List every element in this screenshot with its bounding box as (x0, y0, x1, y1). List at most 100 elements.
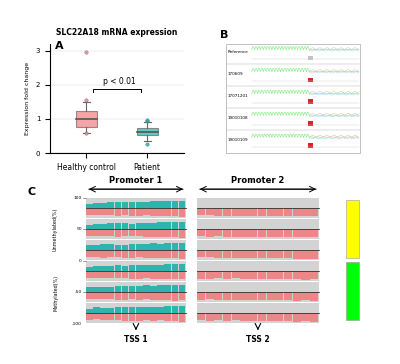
Bar (93, 250, 100, 257)
Bar (86, 198, 186, 218)
Bar (93, 287, 100, 292)
Bar (157, 201, 164, 209)
Bar (197, 261, 319, 281)
Bar (164, 264, 171, 272)
Bar (129, 229, 136, 236)
Text: Reference: Reference (228, 51, 248, 55)
Bar (172, 313, 178, 321)
Bar (93, 229, 100, 236)
Text: Promoter 1: Promoter 1 (109, 177, 163, 185)
Bar (267, 313, 275, 321)
Bar (284, 229, 292, 237)
Bar (150, 223, 157, 229)
Bar (302, 271, 310, 272)
Bar (114, 245, 121, 250)
Bar (214, 250, 222, 258)
Bar (249, 272, 257, 279)
Bar (150, 313, 157, 321)
Bar (267, 229, 275, 237)
Bar (86, 225, 93, 229)
Bar (93, 292, 100, 299)
Text: B: B (220, 30, 228, 40)
Bar (310, 229, 318, 237)
Bar (179, 201, 185, 209)
Bar (164, 222, 171, 229)
Bar (86, 219, 186, 240)
Bar (267, 208, 275, 209)
Bar (86, 287, 93, 292)
Bar (136, 229, 142, 236)
Bar (302, 250, 310, 258)
Bar (249, 229, 257, 237)
Bar (143, 265, 150, 272)
Bar (275, 313, 284, 321)
Bar (100, 287, 107, 292)
Bar (143, 209, 150, 215)
Bar (206, 313, 214, 321)
Text: 17071201: 17071201 (228, 94, 248, 98)
Bar (302, 272, 310, 280)
Bar (258, 313, 266, 321)
Bar (129, 313, 136, 321)
Bar (122, 272, 128, 278)
Bar (179, 292, 185, 300)
Bar (179, 229, 185, 238)
Bar (172, 285, 178, 292)
Bar (232, 209, 240, 216)
Bar (267, 292, 275, 300)
Bar (258, 272, 266, 279)
Bar (179, 313, 185, 322)
Bar (179, 209, 185, 217)
Bar (232, 208, 240, 209)
Bar (240, 313, 248, 321)
Bar (346, 262, 359, 320)
Bar (150, 286, 157, 292)
Text: Methylated(%): Methylated(%) (53, 274, 58, 310)
Bar (179, 272, 185, 279)
Bar (150, 307, 157, 313)
Bar (197, 304, 319, 324)
Bar (346, 201, 359, 258)
Bar (93, 209, 100, 215)
Bar (197, 198, 319, 218)
Bar (157, 209, 164, 216)
Bar (293, 209, 301, 217)
Bar (258, 229, 266, 237)
Bar (293, 208, 301, 209)
Bar (129, 272, 136, 279)
Bar (108, 266, 114, 272)
Bar (249, 209, 257, 216)
Bar (157, 272, 164, 278)
Bar (249, 313, 257, 321)
Bar (214, 209, 222, 215)
Bar (223, 313, 231, 321)
Bar (258, 250, 266, 258)
Bar (275, 229, 284, 237)
Bar (157, 222, 164, 229)
Bar (258, 209, 266, 216)
Bar (164, 272, 171, 279)
Text: 50: 50 (76, 228, 82, 232)
Bar (240, 229, 248, 237)
Bar (232, 250, 240, 258)
Bar (143, 222, 150, 229)
Bar (206, 272, 214, 279)
Bar (157, 313, 164, 320)
Bar (86, 250, 93, 257)
Bar (93, 266, 100, 272)
Bar (100, 224, 107, 229)
Bar (129, 202, 136, 209)
Y-axis label: Expression fold change: Expression fold change (25, 62, 30, 135)
Bar (302, 313, 310, 321)
Bar (143, 202, 150, 209)
Bar (249, 271, 257, 272)
Bar (114, 202, 121, 209)
Bar (310, 272, 318, 279)
Bar (143, 285, 150, 292)
Bar (136, 250, 142, 257)
Bar (206, 250, 214, 257)
Bar (206, 209, 214, 215)
Bar (223, 272, 231, 279)
Bar (284, 272, 292, 279)
Text: C: C (28, 187, 36, 197)
